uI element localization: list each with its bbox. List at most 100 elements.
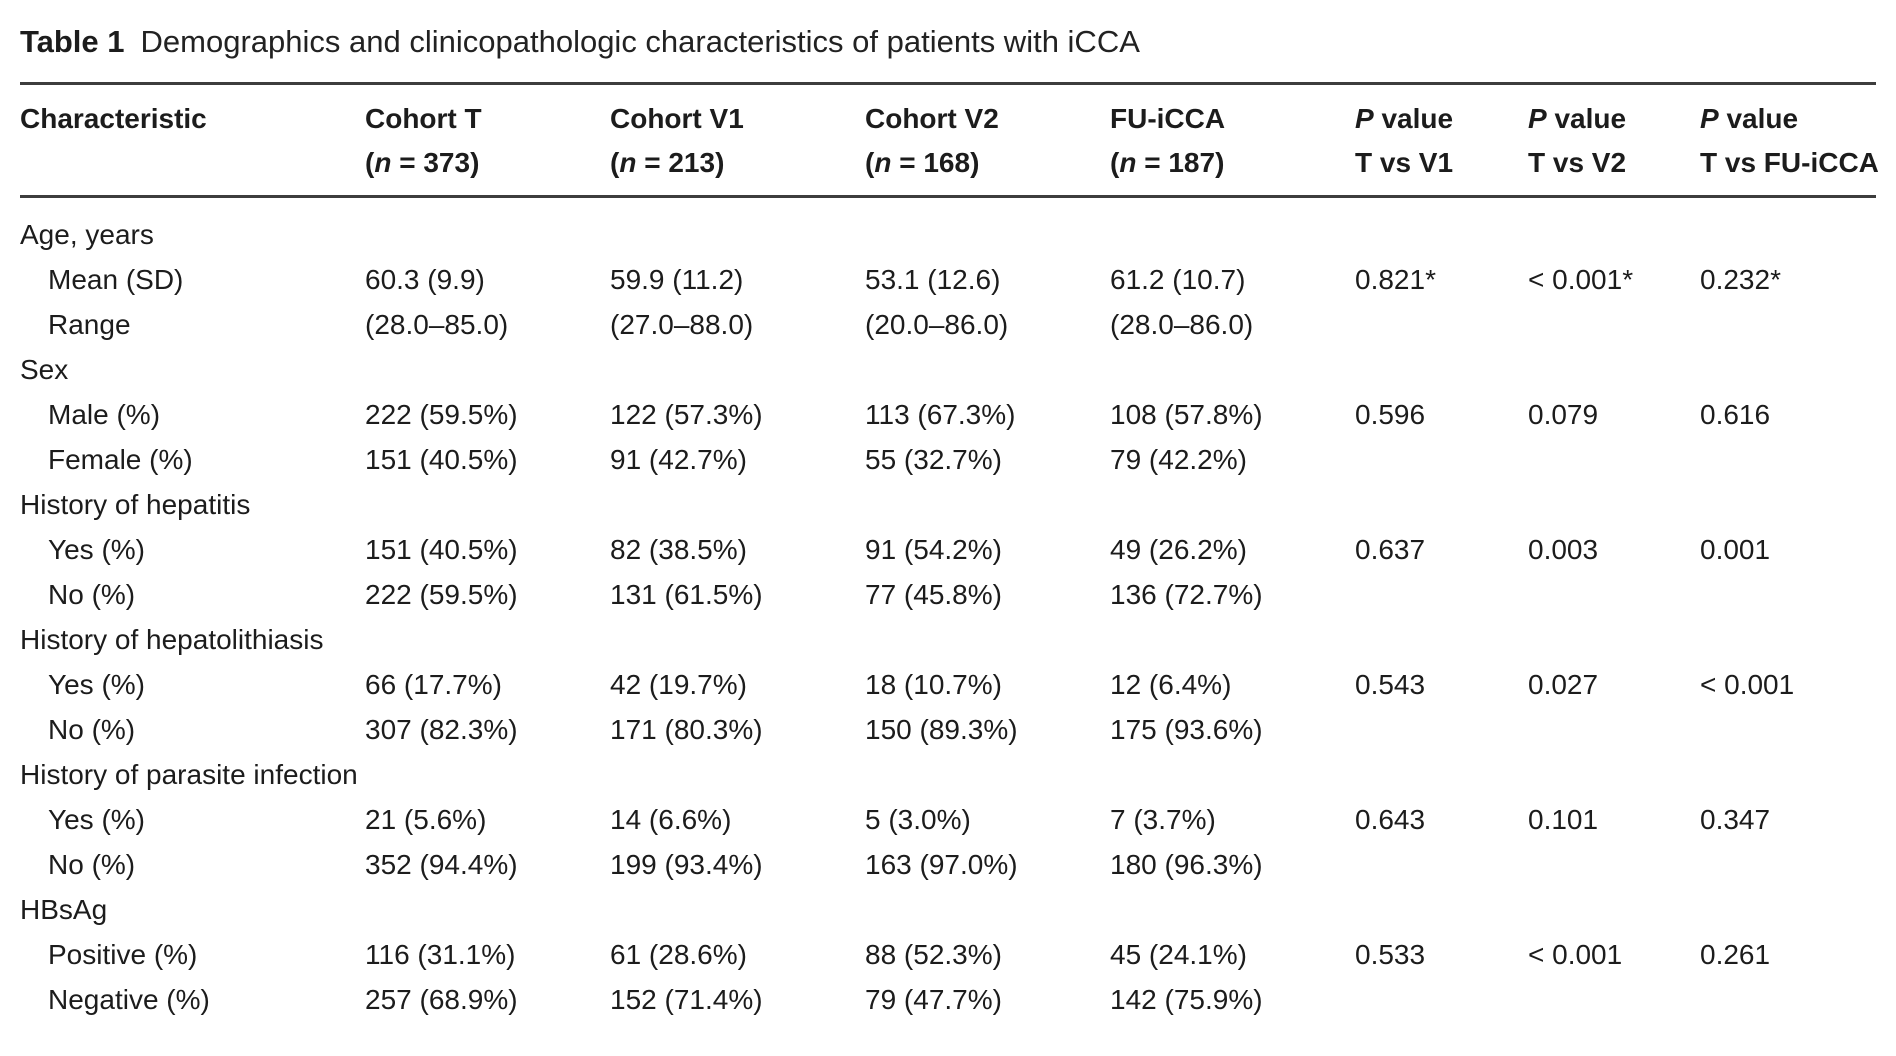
cell-value xyxy=(1110,752,1355,797)
table-row: Age, years xyxy=(20,197,1876,258)
cell-value: 199 (93.4%) xyxy=(610,848,763,880)
cell-value xyxy=(1355,752,1528,797)
table-row: Range (28.0–85.0) (27.0–88.0) (20.0–86.0) (2… xyxy=(20,302,1876,347)
cell-value xyxy=(610,197,865,258)
cell-value xyxy=(1528,437,1700,482)
table-row: Female (%) 151 (40.5%) 91 (42.7%) 55 (32.7%… xyxy=(20,437,1876,482)
header-text: Cohort T xyxy=(365,103,482,134)
cell-value: 12 (6.4%) xyxy=(1110,668,1232,700)
row-label: Female (%) xyxy=(48,443,193,475)
cell-value: 152 (71.4%) xyxy=(610,983,763,1015)
cell-value: 42 (19.7%) xyxy=(610,668,747,700)
table-row: Yes (%) 21 (5.6%) 14 (6.6%) 5 (3.0%) 7 (3.7%… xyxy=(20,797,1876,842)
cell-value: 55 (32.7%) xyxy=(865,443,1002,475)
cell-value: 175 (93.6%) xyxy=(1110,713,1263,745)
cell-value xyxy=(1700,842,1876,887)
cell-value: 60.3 (9.9) xyxy=(365,263,485,295)
cell-value: 257 (68.9%) xyxy=(365,983,518,1015)
cell-value: < 0.001 xyxy=(1700,668,1795,700)
cell-value xyxy=(1528,347,1700,392)
row-label: Age, years xyxy=(20,218,154,250)
row-label: Male (%) xyxy=(48,398,161,430)
row-label: Range xyxy=(48,308,131,340)
cell-value: 171 (80.3%) xyxy=(610,713,763,745)
cell-value xyxy=(365,197,610,258)
cell-value: 0.616 xyxy=(1700,398,1771,430)
cell-value: 116 (31.1%) xyxy=(365,938,516,970)
cell-value xyxy=(1355,197,1528,258)
header-sub-text: = 187) xyxy=(1136,147,1225,178)
cell-value xyxy=(1528,887,1700,932)
col-header-p-t-vs-v1: P value T vs V1 xyxy=(1355,84,1528,197)
table-row: HBsAg xyxy=(20,887,1876,932)
cell-value xyxy=(1355,572,1528,617)
cell-value: < 0.001 xyxy=(1528,938,1623,970)
cell-value xyxy=(365,347,610,392)
header-sub-text: T vs FU-iCCA xyxy=(1700,147,1879,178)
cell-value xyxy=(1355,887,1528,932)
cell-value: 0.821* xyxy=(1355,263,1436,295)
header-sub-italic: n xyxy=(874,147,892,178)
col-header-cohort-v1: Cohort V1 (n = 213) xyxy=(610,84,865,197)
row-label: No (%) xyxy=(48,578,136,610)
table-row: Male (%) 222 (59.5%) 122 (57.3%) 113 (67.3%… xyxy=(20,392,1876,437)
row-label: Yes (%) xyxy=(48,668,146,700)
cell-value xyxy=(1700,437,1876,482)
cell-value: 0.232* xyxy=(1700,263,1781,295)
cell-value: 0.101 xyxy=(1528,803,1599,835)
cell-value xyxy=(1700,887,1876,932)
cell-value xyxy=(1355,977,1528,1022)
cell-value xyxy=(610,887,865,932)
header-text: value xyxy=(1373,103,1454,134)
cell-value xyxy=(1355,302,1528,347)
cell-value xyxy=(1700,572,1876,617)
cell-value xyxy=(1355,347,1528,392)
header-text: Characteristic xyxy=(20,103,207,134)
cell-value xyxy=(865,197,1110,258)
cell-value: (20.0–86.0) xyxy=(865,308,1009,340)
table-caption-text: Demographics and clinicopathologic chara… xyxy=(140,24,1140,59)
cell-value: (28.0–86.0) xyxy=(1110,308,1254,340)
cell-value xyxy=(1700,347,1876,392)
cell-value: 142 (75.9%) xyxy=(1110,983,1263,1015)
cell-value: 0.079 xyxy=(1528,398,1599,430)
cell-value xyxy=(1355,482,1528,527)
header-italic: P xyxy=(1528,103,1547,134)
header-text: Cohort V1 xyxy=(610,103,744,134)
cell-value: 0.533 xyxy=(1355,938,1426,970)
table-header: Characteristic Cohort T (n = 373) Cohort… xyxy=(20,83,1879,197)
cell-value: 66 (17.7%) xyxy=(365,668,502,700)
cell-value xyxy=(365,887,610,932)
table-caption-number: Table 1 xyxy=(20,24,125,59)
cell-value xyxy=(1528,482,1700,527)
col-header-cohort-v2: Cohort V2 (n = 168) xyxy=(865,84,1110,197)
cell-value: 21 (5.6%) xyxy=(365,803,487,835)
cell-value: 77 (45.8%) xyxy=(865,578,1002,610)
row-label: Negative (%) xyxy=(48,983,210,1015)
cell-value xyxy=(865,752,1110,797)
cell-value xyxy=(1700,752,1876,797)
cell-value xyxy=(865,887,1110,932)
cell-value xyxy=(1528,752,1700,797)
table-body: Age, years Mean (SD) 60.3 (9.9) 59.9 (11.2)… xyxy=(20,197,1876,1023)
cell-value xyxy=(610,617,865,662)
cell-value xyxy=(1110,197,1355,258)
header-sub-pre: ( xyxy=(1110,147,1120,178)
cell-value xyxy=(610,347,865,392)
cell-value xyxy=(610,752,865,797)
cell-value: 222 (59.5%) xyxy=(365,398,518,430)
cell-value xyxy=(1700,977,1876,1022)
cell-value xyxy=(1110,347,1355,392)
cell-value xyxy=(1700,197,1876,258)
row-label: History of parasite infection xyxy=(20,758,358,790)
cell-value: 0.637 xyxy=(1355,533,1426,565)
cell-value: 0.261 xyxy=(1700,938,1771,970)
cell-value: 79 (42.2%) xyxy=(1110,443,1247,475)
cell-value: 113 (67.3%) xyxy=(865,398,1016,430)
table-row: History of hepatolithiasis xyxy=(20,617,1876,662)
cell-value xyxy=(1355,617,1528,662)
cell-value xyxy=(1528,707,1700,752)
table-row: Mean (SD) 60.3 (9.9) 59.9 (11.2) 53.1 (12.6… xyxy=(20,257,1876,302)
cell-value: 151 (40.5%) xyxy=(365,443,518,475)
cell-value: 307 (82.3%) xyxy=(365,713,518,745)
